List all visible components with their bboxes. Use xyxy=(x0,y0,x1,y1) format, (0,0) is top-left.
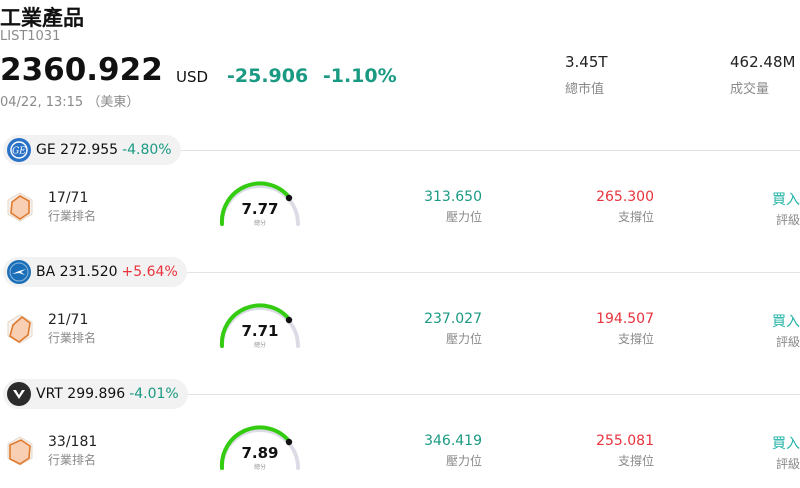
support-value: 265.300 xyxy=(596,189,654,205)
stock-symbol: GE 272.955 xyxy=(36,142,119,158)
score-caption: 總分 xyxy=(253,342,266,349)
stock-symbol: VRT 299.896 xyxy=(36,386,126,402)
stock-pill-ba[interactable]: BA 231.520 +5.64% xyxy=(3,257,187,287)
stock-pill-ge[interactable]: GE GE 272.955 -4.80% xyxy=(3,135,181,165)
rating-label: 評級 xyxy=(775,213,800,227)
radar-icon xyxy=(7,192,33,222)
timestamp: 04/22, 13:15 （美東） xyxy=(0,95,140,110)
score-value: 7.77 xyxy=(241,200,279,218)
ge-logo-icon: GE xyxy=(7,138,31,162)
stock-change-pct: +5.64% xyxy=(121,264,178,280)
score-gauge xyxy=(219,303,300,348)
stock-change-pct: -4.01% xyxy=(129,386,179,402)
resistance-value: 346.419 xyxy=(424,433,482,449)
list-code: LIST1031 xyxy=(0,29,61,44)
index-price: 2360.922 xyxy=(0,52,163,88)
market-cap-value: 3.45T xyxy=(565,53,608,71)
support-value: 194.507 xyxy=(596,311,654,327)
rating-value[interactable]: 買入 xyxy=(772,314,800,330)
rating-value[interactable]: 買入 xyxy=(772,192,800,208)
vertiv-logo-icon xyxy=(7,382,31,406)
industry-rank-label: 行業排名 xyxy=(48,331,97,345)
price-change: -25.906 -1.10% xyxy=(227,65,397,87)
industry-rank-label: 行業排名 xyxy=(48,209,97,223)
rating-label: 評級 xyxy=(775,335,800,349)
resistance-value: 237.027 xyxy=(424,311,482,327)
divider xyxy=(175,150,800,151)
radar-icon xyxy=(7,314,33,344)
resistance-label: 壓力位 xyxy=(445,332,482,346)
resistance-label: 壓力位 xyxy=(445,210,482,224)
divider xyxy=(175,394,800,395)
industry-rank-label: 行業排名 xyxy=(48,453,97,467)
page-title: 工業產品 xyxy=(0,6,84,30)
score-value: 7.71 xyxy=(241,322,279,340)
support-label: 支撐位 xyxy=(617,454,654,468)
industry-rank: 21/71 xyxy=(48,312,89,328)
score-value: 7.89 xyxy=(241,444,279,462)
support-label: 支撐位 xyxy=(617,332,654,346)
score-caption: 總分 xyxy=(253,464,266,471)
market-cap-label: 總市值 xyxy=(565,82,605,97)
support-value: 255.081 xyxy=(596,433,654,449)
stock-pill-vrt[interactable]: VRT 299.896 -4.01% xyxy=(3,379,188,409)
resistance-value: 313.650 xyxy=(424,189,482,205)
rating-label: 評級 xyxy=(775,457,800,471)
volume-value: 462.48M xyxy=(730,53,796,71)
industry-rank: 17/71 xyxy=(48,190,89,206)
score-gauge xyxy=(219,425,300,470)
radar-icon xyxy=(7,436,33,466)
volume-label: 成交量 xyxy=(730,82,770,97)
change-percent: -1.10% xyxy=(322,65,397,87)
stock-change-pct: -4.80% xyxy=(122,142,172,158)
svg-text:GE: GE xyxy=(12,147,26,157)
change-value: -25.906 xyxy=(227,65,309,87)
divider xyxy=(175,272,800,273)
boeing-logo-icon xyxy=(7,260,31,284)
support-label: 支撐位 xyxy=(617,210,654,224)
currency: USD xyxy=(176,68,209,86)
score-gauge xyxy=(219,181,300,226)
stock-symbol: BA 231.520 xyxy=(36,264,118,280)
industry-rank: 33/181 xyxy=(48,434,98,450)
rating-value[interactable]: 買入 xyxy=(772,436,800,452)
resistance-label: 壓力位 xyxy=(445,454,482,468)
score-caption: 總分 xyxy=(253,220,266,227)
